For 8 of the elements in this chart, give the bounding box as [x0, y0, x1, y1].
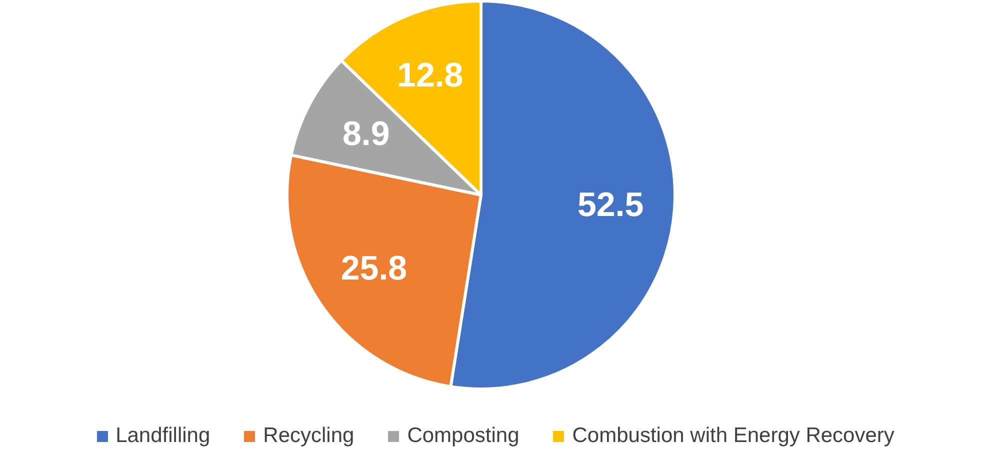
data-label: 12.8 [397, 56, 464, 94]
legend-label: Composting [407, 424, 520, 448]
legend-label: Recycling [263, 424, 354, 448]
legend-label: Combustion with Energy Recovery [572, 424, 894, 448]
legend-label: Landfilling [116, 424, 210, 448]
data-label: 25.8 [340, 250, 408, 288]
data-label: 8.9 [342, 115, 390, 154]
data-label: 52.5 [577, 186, 644, 224]
